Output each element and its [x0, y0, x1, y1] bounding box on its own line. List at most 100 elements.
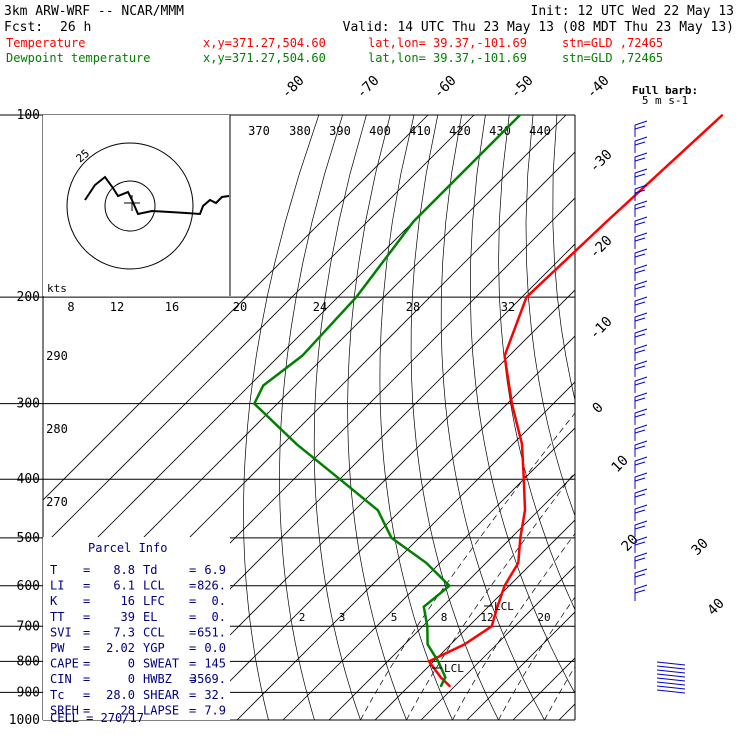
pressure-label-200: 200 [17, 290, 40, 305]
moist-adiabat [498, 596, 575, 720]
dry-adiabat [313, 115, 367, 720]
isotherm-label: -60 [431, 73, 460, 102]
parcel-value: 28 [121, 703, 135, 717]
data-point [426, 643, 429, 646]
parcel-key: SHEAR [143, 688, 180, 702]
parcel-eq: = [83, 579, 90, 593]
wind-barb-flag [634, 184, 648, 190]
series-line [427, 114, 724, 688]
parcel-eq: = [83, 657, 90, 671]
dry-adiabat [525, 115, 575, 517]
wind-barb-flag [634, 445, 646, 450]
parcel-value: 0.0 [204, 641, 226, 655]
legend-dewpoint-xy: x,y=371.27,504.60 [203, 51, 326, 65]
theta-e-label: 16 [165, 300, 179, 314]
isotherm-line [282, 427, 575, 720]
data-point [721, 114, 724, 116]
parcel-eq: = [189, 688, 196, 702]
barb-legend-title: Full barb: [632, 84, 698, 97]
data-point [425, 562, 428, 564]
mixing-ratio-label: 3 [339, 611, 346, 624]
isotherm-line [420, 565, 575, 720]
wind-barb-flag [634, 536, 648, 542]
parcel-value: 6.9 [204, 563, 226, 577]
theta-label: 390 [329, 124, 351, 138]
parcel-value: 28.0 [106, 688, 135, 702]
data-point [426, 625, 429, 628]
parcel-key: T [50, 563, 57, 577]
data-point [525, 296, 528, 298]
wind-barb-flag [634, 525, 646, 530]
wind-barb-flag [634, 365, 646, 370]
wind-barb-flag [634, 392, 648, 398]
moist-adiabat [544, 666, 575, 720]
isotherm-line [236, 381, 575, 720]
parcel-value: 3569. [190, 672, 226, 686]
data-point [428, 660, 430, 663]
isotherm-line [466, 611, 575, 720]
mixing-ratio-label: 5 [391, 611, 398, 624]
wind-barb-flag [634, 520, 648, 526]
pressure-label-1000: 1000 [9, 713, 40, 728]
wind-barb-flag [634, 141, 646, 146]
parcel-value: 651. [197, 625, 226, 639]
wind-barb-flag [634, 205, 646, 210]
parcel-eq: = [189, 563, 196, 577]
theta-e-label: 28 [406, 300, 420, 314]
wind-barb-flag [634, 264, 648, 270]
wind-barb-flag [634, 317, 646, 322]
temperature-profile [427, 114, 724, 688]
theta-e-label: 20 [233, 300, 247, 314]
mixing-ratio-labels: 2 3 5 8 12 20 [299, 611, 551, 624]
data-point [448, 585, 451, 587]
hodograph-ring-inner [104, 180, 156, 232]
theta-left-label: 290 [46, 349, 68, 363]
parcel-key: CAPE [50, 657, 79, 671]
isotherm-line [328, 473, 575, 720]
parcel-key: TT [50, 610, 64, 624]
parcel-eq: = [189, 625, 196, 639]
parcel-value: 32. [204, 688, 226, 702]
isotherm-line [374, 519, 575, 720]
parcel-value: 0 [128, 657, 135, 671]
data-point [377, 509, 379, 512]
wind-barb-flag [634, 408, 648, 414]
lcl-label-lower: LCL [444, 662, 464, 675]
theta-left-label: 270 [46, 495, 68, 509]
dry-adiabat [700, 115, 740, 720]
dry-adiabat [724, 115, 740, 720]
parcel-eq: = [189, 672, 196, 686]
lcl-label-upper: LCL [494, 600, 514, 613]
parcel-eq: = [83, 688, 90, 702]
isotherm-line [190, 335, 575, 720]
dry-adiabat [676, 115, 740, 720]
parcel-key: LAPSE [143, 703, 179, 717]
forecast-hour: 26 h [60, 20, 91, 35]
wind-barb-flag [634, 589, 646, 594]
parcel-cell: CELL = 270/17 [50, 711, 144, 725]
wind-barb-flag [634, 493, 646, 498]
data-point [439, 676, 442, 679]
theta-label: 440 [529, 124, 551, 138]
isotherm-line [512, 657, 575, 720]
isotherm-label: 30 [689, 536, 712, 559]
parcel-key: EL [143, 610, 157, 624]
dry-adiabat [379, 115, 453, 720]
theta-label: 370 [248, 124, 270, 138]
data-point [423, 606, 425, 608]
parcel-eq: = [83, 672, 90, 686]
parcel-eq: = [83, 610, 90, 624]
wind-barb-flag [634, 152, 648, 158]
parcel-value: 145 [204, 657, 226, 671]
wind-barb-flag [634, 125, 646, 130]
data-point [412, 220, 415, 223]
wind-barb-low [656, 665, 686, 670]
parcel-value: 39 [121, 610, 135, 624]
wind-barb-flag [634, 312, 648, 318]
isotherm-line [651, 115, 740, 720]
barb-legend-unit: 5 m s-1 [642, 94, 688, 107]
wind-barb-low [656, 685, 686, 690]
pressure-label-600: 600 [17, 579, 40, 594]
data-point [523, 478, 525, 481]
